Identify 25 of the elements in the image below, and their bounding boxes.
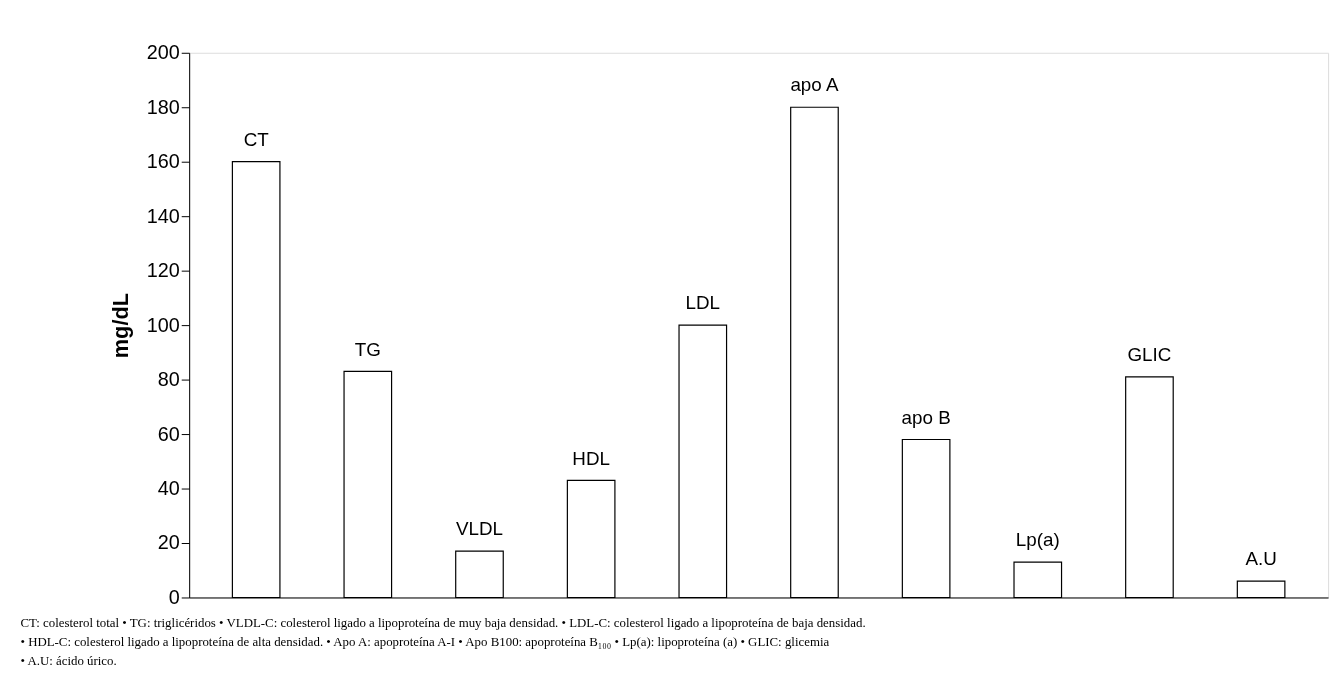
x-tick-label: TG [354,338,381,360]
x-tick-label: LDL [685,292,721,314]
x-tick-label: VLDL [455,518,503,540]
x-tick-label: Lp(a) [1015,529,1060,551]
y-tick-label: 100 [146,313,180,336]
x-tick-label: CT [243,128,270,150]
x-tick-label: apo A [790,74,839,96]
y-tick-label: 180 [146,95,180,118]
y-tick-label: 60 [157,422,180,445]
text: CT: colesterol total • TG: triglicéridos • VLDL-C: colesterol ligado a lipoproteína de muy baja densidad. • LDL-C: colesterol ligado a lipoproteína de baja densidad. [20,616,866,631]
x-tick-label: HDL [572,447,610,469]
y-tick-label: 160 [146,150,180,173]
y-tick-label: 0 [168,585,180,608]
x-tick-label: apo B [901,406,951,428]
x-tick-label: A.U [1245,548,1277,570]
y-tick-label: 200 [146,41,180,64]
x-tick-label: GLIC [1127,344,1172,366]
y-tick-label: 40 [157,476,180,499]
y-tick-label: 140 [146,204,180,227]
y-tick-label: 120 [146,259,180,282]
y-tick-label: 80 [157,368,180,391]
text: • HDL-C: colesterol ligado a lipoproteína de alta densidad. • Apo A: apoproteína A-I • Apo B100: apoproteína B₁₀₀ • Lp(a): lipoproteína (a) • GLIC: glicemia [20,635,830,650]
y-tick-label: 20 [157,531,180,554]
y-axis-title: mg/dL [107,292,133,359]
text: • A.U: ácido úrico. [20,653,117,668]
